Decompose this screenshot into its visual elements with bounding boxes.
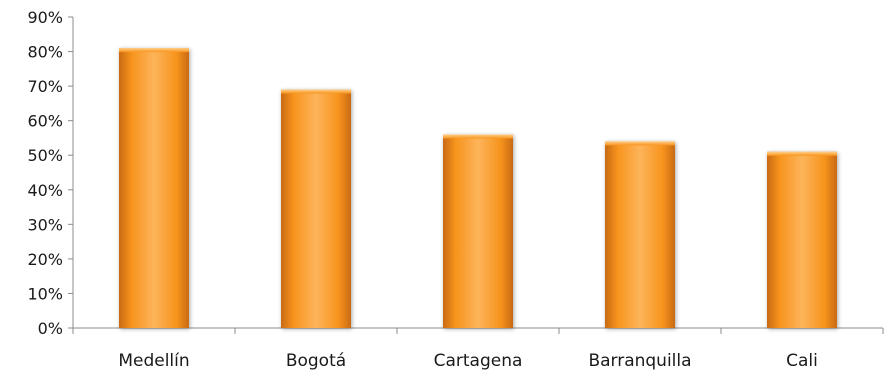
y-tick-label: 60% — [27, 112, 63, 131]
y-axis-labels: 0% 10% 20% 30% 40% 50% 60% 70% 80% 90% — [27, 8, 63, 338]
bar-cap — [443, 134, 513, 139]
bar-cap — [605, 141, 675, 146]
bar — [443, 134, 513, 328]
y-tick-label: 20% — [27, 250, 63, 269]
bar — [605, 141, 675, 328]
bar-group — [281, 89, 351, 328]
bar — [281, 89, 351, 328]
bar-group — [767, 151, 837, 328]
bar — [119, 48, 189, 328]
y-tick-label: 80% — [27, 43, 63, 62]
bar-group — [443, 134, 513, 328]
bar-cap — [767, 151, 837, 156]
bar-cap — [119, 48, 189, 53]
x-tick-label: Bogotá — [286, 351, 346, 371]
x-axis-labels: Medellín Bogotá Cartagena Barranquilla Cali — [118, 351, 818, 371]
y-tick-label: 10% — [27, 284, 63, 303]
bar-group — [119, 48, 189, 328]
bar — [767, 151, 837, 328]
chart-bars — [119, 48, 837, 328]
x-tick-label: Cartagena — [434, 351, 523, 371]
x-tick-label: Barranquilla — [588, 351, 691, 371]
y-tick-label: 40% — [27, 181, 63, 200]
y-tick-label: 70% — [27, 77, 63, 96]
y-tick-label: 0% — [38, 319, 63, 338]
y-tick-label: 50% — [27, 146, 63, 165]
bar-group — [605, 141, 675, 328]
y-tick-label: 90% — [27, 8, 63, 27]
x-tick-label: Medellín — [118, 351, 189, 371]
x-tick-label: Cali — [786, 351, 818, 371]
bar-cap — [281, 89, 351, 94]
y-tick-label: 30% — [27, 215, 63, 234]
